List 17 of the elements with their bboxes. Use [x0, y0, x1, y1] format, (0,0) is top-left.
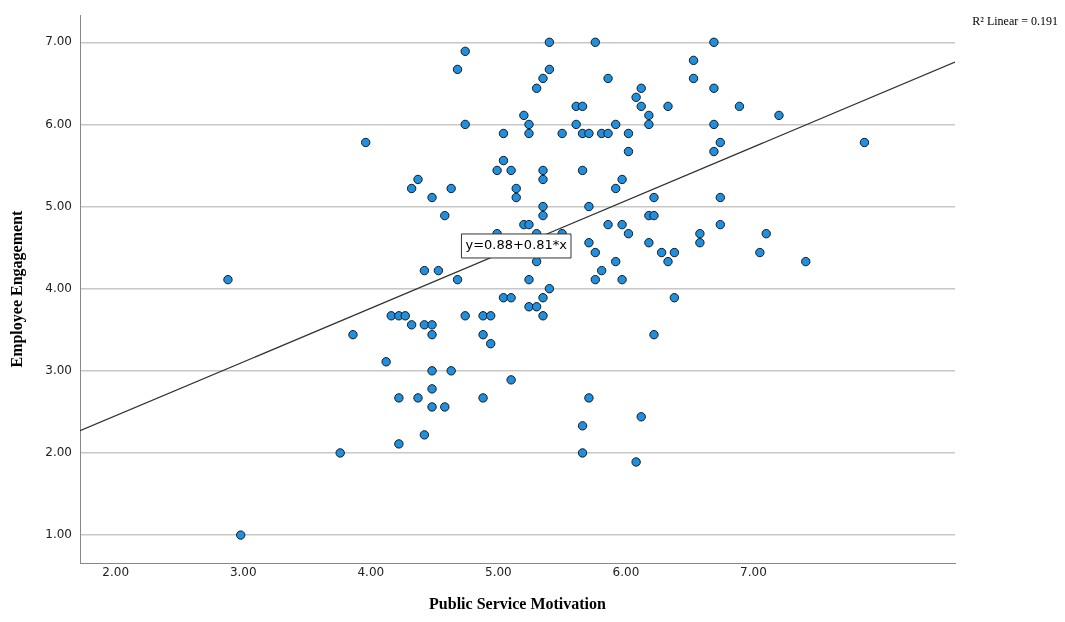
- y-tick-label: 2.00: [45, 445, 72, 460]
- y-tick-label: 4.00: [45, 280, 72, 295]
- x-tick-label: 6.00: [612, 565, 640, 580]
- y-tick-label: 5.00: [45, 198, 72, 213]
- y-tick-label: 3.00: [45, 362, 72, 377]
- y-axis-title: Employee Engagement: [7, 209, 26, 368]
- x-tick-label: 5.00: [485, 565, 512, 580]
- y-tick-label: 6.00: [45, 116, 72, 131]
- y-tick-label: 1.00: [45, 527, 72, 542]
- x-tick-label: 3.00: [229, 565, 257, 580]
- text: R² Linear = 0.191: [972, 14, 1058, 29]
- x-axis-title: Public Service Motivation: [429, 594, 607, 612]
- x-tick-label: 7.00: [740, 565, 767, 580]
- y-tick-label: 7.00: [45, 34, 72, 49]
- x-tick-label: 4.00: [357, 565, 385, 580]
- annotation: y=0.88+0.81*x: [465, 237, 568, 253]
- x-tick-label: 2.00: [102, 565, 130, 580]
